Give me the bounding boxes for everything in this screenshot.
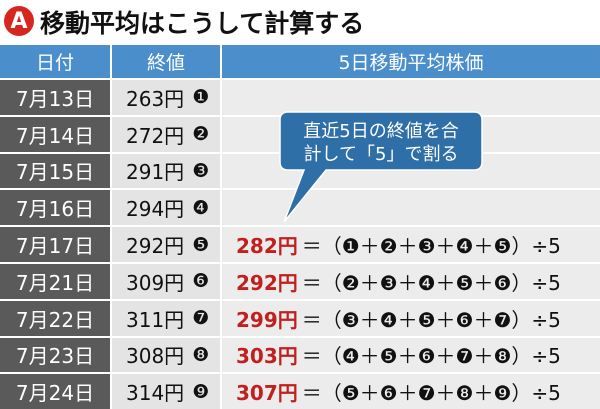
close-cell: 292円 ❺	[112, 227, 220, 262]
average-value: 282円	[236, 234, 298, 259]
average-cell: 307円 ＝（❺＋❻＋❼＋❽＋❾）÷5	[222, 374, 600, 409]
date-cell: 7月14日	[0, 116, 110, 152]
marker: ❶	[192, 86, 210, 109]
badge: A	[4, 6, 34, 36]
close-cell: 272円 ❷	[112, 116, 220, 152]
close-price: 308円	[126, 344, 185, 369]
callout-text: 直近5日の終値を合	[303, 121, 458, 142]
close-cell: 294円 ❹	[112, 190, 220, 226]
column-header: 終値	[112, 45, 220, 78]
callout-bubble	[279, 111, 483, 223]
marker: ❺	[192, 233, 210, 256]
formula: ＝（❹＋❺＋❻＋❼＋❽）÷5	[301, 344, 561, 369]
marker: ❼	[192, 307, 210, 330]
formula: ＝（❶＋❷＋❸＋❹＋❺）÷5	[301, 234, 561, 259]
date-cell: 7月21日	[0, 264, 110, 299]
marker: ❹	[192, 196, 210, 219]
close-price: 292円	[126, 234, 185, 259]
average-value: 307円	[236, 381, 298, 406]
marker: ❻	[192, 270, 210, 293]
average-cell: 292円 ＝（❷＋❸＋❹＋❺＋❻）÷5	[222, 264, 600, 299]
close-price: 314円	[126, 381, 185, 406]
average-value: 292円	[236, 270, 298, 295]
close-cell: 263円 ❶	[112, 80, 220, 115]
marker: ❾	[192, 380, 210, 403]
close-price: 272円	[126, 123, 185, 148]
formula: ＝（❸＋❹＋❺＋❻＋❼）÷5	[301, 307, 561, 332]
close-cell: 309円 ❻	[112, 264, 220, 299]
date-cell: 7月17日	[0, 227, 110, 262]
close-price: 294円	[126, 197, 185, 222]
close-cell: 308円 ❽	[112, 337, 220, 373]
column-header: 日付	[0, 45, 110, 78]
close-price: 309円	[126, 270, 185, 295]
close-price: 263円	[126, 86, 185, 111]
marker: ❸	[192, 159, 210, 182]
date-cell: 7月23日	[0, 337, 110, 373]
marker: ❷	[192, 123, 210, 146]
date-cell: 7月22日	[0, 300, 110, 336]
average-value: 303円	[236, 344, 298, 369]
average-cell: 303円 ＝（❹＋❺＋❻＋❼＋❽）÷5	[222, 337, 600, 373]
close-price: 291円	[126, 160, 185, 185]
close-cell: 311円 ❼	[112, 300, 220, 336]
formula: ＝（❷＋❸＋❹＋❺＋❻）÷5	[301, 270, 561, 295]
close-cell: 314円 ❾	[112, 374, 220, 409]
date-cell: 7月15日	[0, 153, 110, 189]
marker: ❽	[192, 343, 210, 366]
callout-text: 計して「5」で割る	[304, 144, 459, 165]
average-value: 299円	[236, 307, 298, 332]
date-cell: 7月24日	[0, 374, 110, 409]
formula: ＝（❺＋❻＋❼＋❽＋❾）÷5	[301, 381, 561, 406]
close-price: 311円	[126, 307, 185, 332]
average-cell: 282円 ＝（❶＋❷＋❸＋❹＋❺）÷5	[222, 227, 600, 262]
average-cell	[222, 80, 600, 115]
title: 移動平均はこうして計算する	[40, 9, 365, 38]
date-cell: 7月13日	[0, 80, 110, 115]
column-header: 5日移動平均株価	[222, 45, 600, 78]
average-cell: 299円 ＝（❸＋❹＋❺＋❻＋❼）÷5	[222, 300, 600, 336]
date-cell: 7月16日	[0, 190, 110, 226]
close-cell: 291円 ❸	[112, 153, 220, 189]
